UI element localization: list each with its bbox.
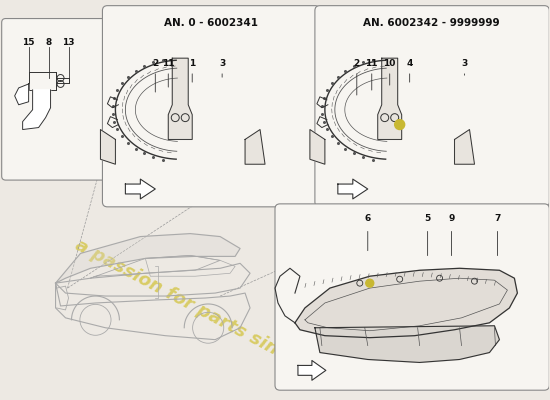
Text: 4: 4 — [406, 59, 413, 68]
Text: 2: 2 — [354, 59, 360, 68]
Polygon shape — [125, 179, 155, 199]
Text: 9: 9 — [448, 214, 455, 223]
Polygon shape — [101, 130, 115, 164]
Text: AN. 6002342 - 9999999: AN. 6002342 - 9999999 — [364, 18, 500, 28]
Text: 8: 8 — [46, 38, 52, 47]
Text: 1: 1 — [189, 59, 195, 68]
Polygon shape — [15, 84, 29, 105]
Text: a passion for parts since...: a passion for parts since... — [72, 236, 319, 380]
Polygon shape — [245, 130, 265, 164]
Text: 15: 15 — [23, 38, 35, 47]
Polygon shape — [338, 179, 368, 199]
Text: 5: 5 — [425, 214, 431, 223]
Polygon shape — [168, 58, 192, 140]
Polygon shape — [298, 360, 326, 380]
Text: 3: 3 — [461, 59, 468, 68]
FancyBboxPatch shape — [102, 6, 320, 207]
Text: 11: 11 — [366, 59, 378, 68]
Text: 10: 10 — [383, 59, 396, 68]
Text: 7: 7 — [494, 214, 500, 223]
Polygon shape — [23, 90, 51, 130]
Polygon shape — [310, 130, 325, 164]
Polygon shape — [295, 268, 518, 338]
Circle shape — [366, 279, 374, 287]
Text: 3: 3 — [219, 59, 225, 68]
Polygon shape — [454, 130, 475, 164]
Text: 6: 6 — [365, 214, 371, 223]
FancyBboxPatch shape — [2, 18, 107, 180]
Polygon shape — [315, 326, 499, 362]
Polygon shape — [378, 58, 402, 140]
Text: 2: 2 — [152, 59, 158, 68]
Text: 11: 11 — [162, 59, 174, 68]
FancyBboxPatch shape — [275, 204, 549, 390]
Circle shape — [395, 120, 405, 130]
FancyBboxPatch shape — [315, 6, 549, 207]
Text: AN. 0 - 6002341: AN. 0 - 6002341 — [164, 18, 258, 28]
Polygon shape — [56, 234, 240, 283]
Text: 13: 13 — [62, 38, 75, 47]
